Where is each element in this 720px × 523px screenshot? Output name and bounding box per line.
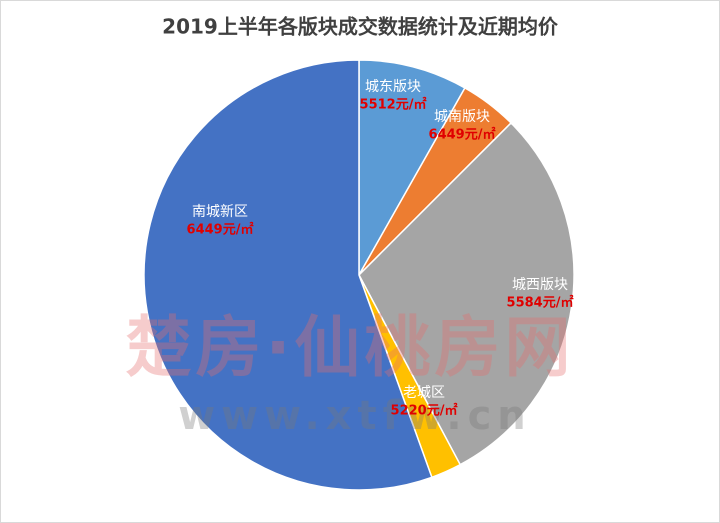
slices — [143, 59, 575, 491]
price-label: 5512元/㎡ — [360, 97, 427, 113]
watermark-url: www.xtfw.cn — [178, 393, 532, 439]
slice-label: 城南版块 — [434, 109, 490, 125]
price-label: 6449元/㎡ — [429, 127, 496, 143]
slice-label: 城西版块 — [512, 277, 568, 293]
slice-label: 南城新区 — [192, 204, 248, 220]
price-label: 5584元/㎡ — [507, 295, 574, 311]
pie-slice — [143, 59, 433, 491]
pie-slice — [358, 121, 575, 466]
watermark: 楚房·仙桃房网 — [125, 309, 574, 386]
price-label: 5220元/㎡ — [391, 403, 458, 419]
chart-title: 2019上半年各版块成交数据统计及近期均价 — [162, 15, 559, 39]
price-label: 6449元/㎡ — [187, 222, 254, 238]
pie-slice — [358, 59, 466, 278]
slice-label: 老城区 — [403, 385, 445, 401]
slice-label: 城东版块 — [365, 79, 421, 95]
